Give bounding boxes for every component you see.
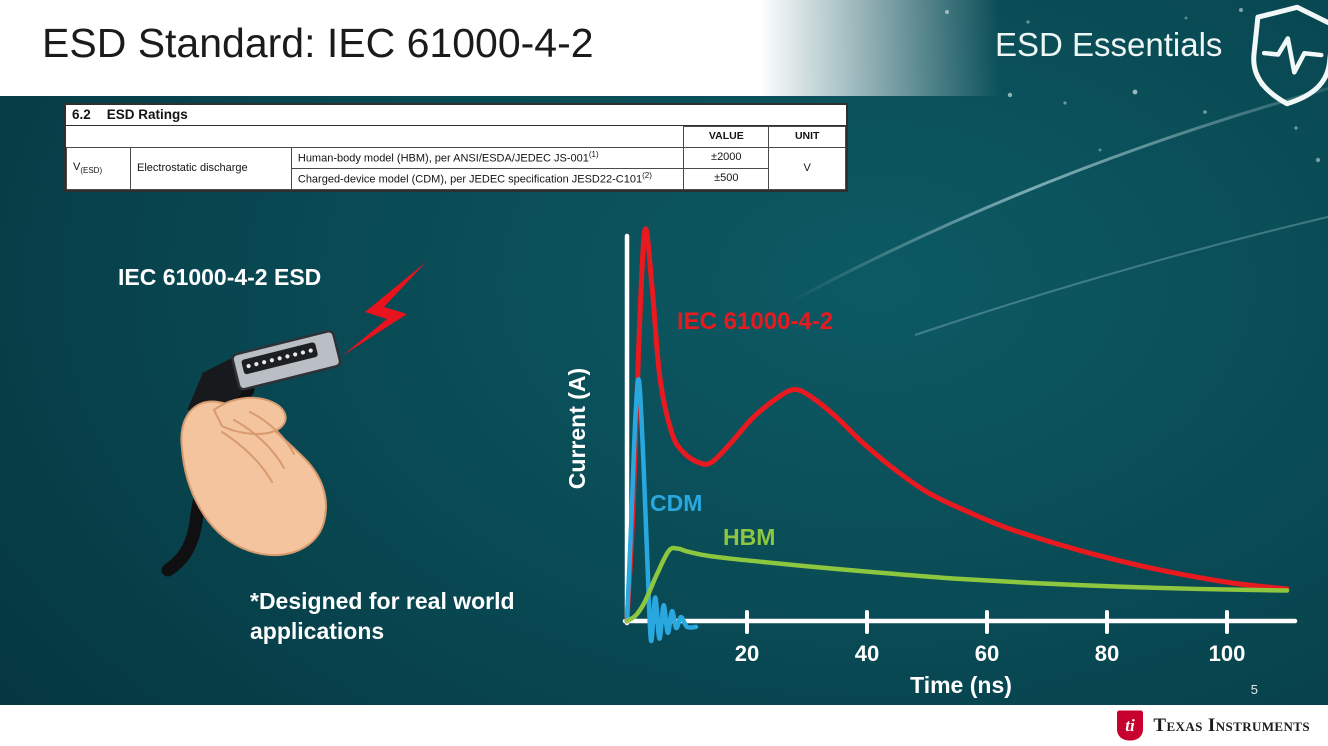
ti-wordmark: Texas Instruments	[1153, 714, 1310, 736]
param-symbol-main: V	[73, 160, 81, 173]
footnote-ref: (1)	[588, 149, 599, 159]
title-band	[0, 0, 1000, 96]
section-title: ESD Ratings	[106, 107, 188, 122]
series-label-hbm: HBM	[723, 524, 776, 550]
cdm-value: ±500	[683, 167, 770, 190]
esd-current-chart: 20 40 60 80 100 Time (ns) Current (A) IEC 6100…	[555, 210, 1315, 706]
unit-column-header: UNIT	[768, 126, 846, 148]
ti-bug-icon: ti	[1117, 710, 1144, 741]
table-header-empty	[66, 126, 685, 148]
thumb	[212, 396, 287, 435]
finger-lines	[221, 411, 295, 483]
value-column-header: VALUE	[683, 126, 770, 148]
svg-text:100: 100	[1209, 641, 1246, 666]
hbm-value: ±2000	[683, 146, 770, 169]
cdm-description: Charged-device model (CDM), per JEDEC sp…	[290, 167, 685, 190]
iec-esd-caption: IEC 61000-4-2 ESD	[118, 264, 322, 290]
svg-text:ti: ti	[1126, 716, 1136, 735]
ratings-heading: 6.2 ESD Ratings	[66, 105, 846, 126]
footnote-ref: (2)	[642, 170, 652, 180]
lightning-bolt-icon	[342, 262, 426, 356]
hand-connector-illustration	[161, 262, 426, 577]
page-number: 5	[1250, 682, 1258, 697]
pulse-line-icon	[1261, 36, 1324, 75]
series-label-iec: IEC 61000-4-2	[677, 308, 834, 335]
note-line-1: *Designed for real world	[250, 588, 515, 614]
svg-text:Current (A): Current (A)	[564, 368, 590, 489]
footer-bar: ti Texas Instruments	[0, 705, 1328, 746]
brand-title: ESD Essentials	[995, 26, 1223, 63]
hand	[180, 396, 327, 557]
connector-pins	[246, 348, 313, 369]
section-number: 6.2	[72, 107, 91, 122]
note-line-2: applications	[250, 618, 385, 645]
param-symbol: V(ESD)	[66, 146, 131, 190]
svg-text:Time (ns): Time (ns)	[910, 672, 1012, 698]
svg-text:60: 60	[975, 641, 999, 666]
svg-text:20: 20	[735, 641, 759, 666]
hbm-description: Human-body model (HBM), per ANSI/ESDA/JE…	[290, 146, 685, 169]
esd-ratings-table: 6.2 ESD Ratings VALUE UNIT V(ESD) Electr…	[64, 103, 848, 192]
shield-pulse-icon	[1251, 4, 1328, 107]
series-label-cdm: CDM	[650, 490, 703, 516]
svg-text:80: 80	[1095, 641, 1119, 666]
applications-note: *Designed for real world applications	[250, 586, 515, 647]
ratings-grid: VALUE UNIT V(ESD) Electrostatic discharg…	[66, 126, 846, 190]
svg-text:40: 40	[855, 641, 879, 666]
chart-canvas: 20 40 60 80 100 Time (ns) Current (A)	[564, 226, 1298, 698]
unit-value: V	[768, 146, 846, 190]
param-name: Electrostatic discharge	[129, 146, 292, 190]
param-symbol-sub: (ESD)	[80, 165, 103, 175]
page-title: ESD Standard: IEC 61000-4-2	[42, 20, 594, 66]
ti-logo: ti Texas Instruments	[1115, 709, 1310, 742]
